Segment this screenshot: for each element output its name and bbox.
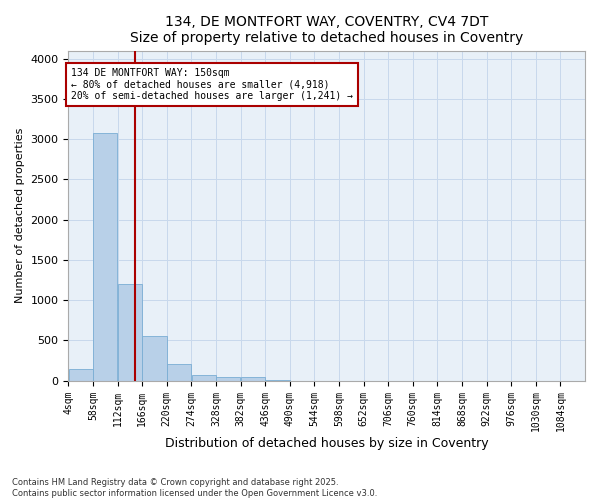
Y-axis label: Number of detached properties: Number of detached properties bbox=[15, 128, 25, 304]
Bar bbox=[191, 374, 216, 380]
Bar bbox=[167, 364, 191, 380]
Bar bbox=[216, 376, 241, 380]
Title: 134, DE MONTFORT WAY, COVENTRY, CV4 7DT
Size of property relative to detached ho: 134, DE MONTFORT WAY, COVENTRY, CV4 7DT … bbox=[130, 15, 523, 45]
Text: Contains HM Land Registry data © Crown copyright and database right 2025.
Contai: Contains HM Land Registry data © Crown c… bbox=[12, 478, 377, 498]
Text: 134 DE MONTFORT WAY: 150sqm
← 80% of detached houses are smaller (4,918)
20% of : 134 DE MONTFORT WAY: 150sqm ← 80% of det… bbox=[71, 68, 353, 102]
Bar bbox=[241, 378, 265, 380]
Bar bbox=[68, 368, 93, 380]
Bar bbox=[142, 336, 167, 380]
Bar bbox=[93, 132, 118, 380]
X-axis label: Distribution of detached houses by size in Coventry: Distribution of detached houses by size … bbox=[165, 437, 488, 450]
Bar bbox=[118, 284, 142, 380]
